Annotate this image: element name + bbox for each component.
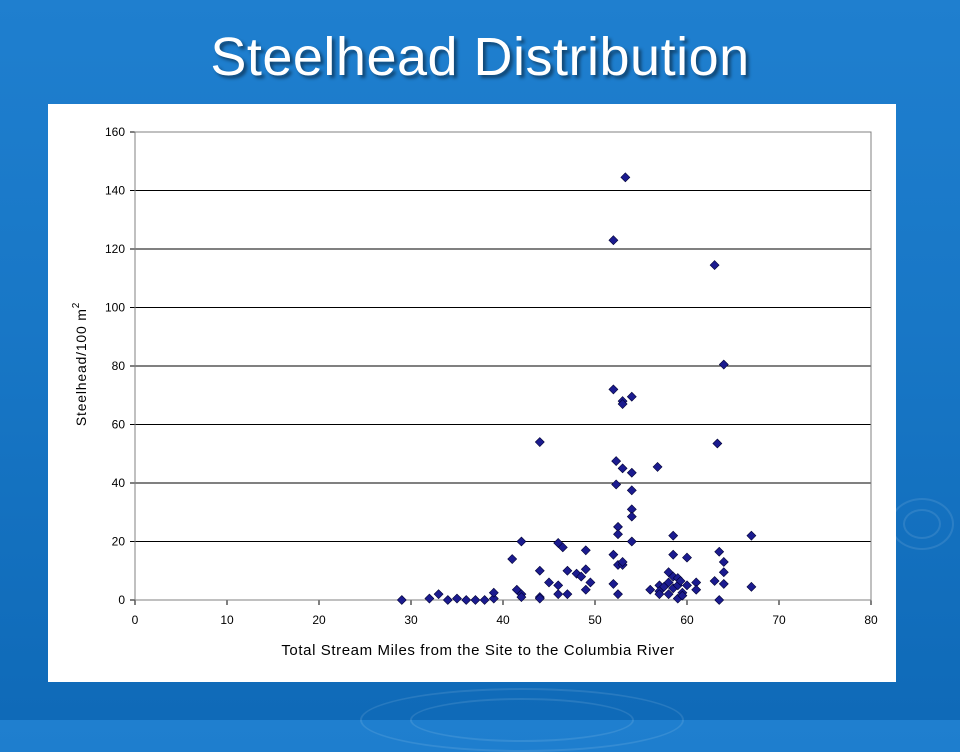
data-point: [617, 463, 628, 474]
background-ripple: [903, 509, 941, 539]
data-point: [488, 593, 499, 604]
data-point: [461, 595, 472, 605]
x-axis-ticks: 0 10 20 30 40 50 60 70 80: [132, 600, 878, 627]
data-point: [580, 564, 591, 575]
chart-panel: 0 20 40 60 80 100 120 140 160 0 10 20 30 40 50 60 70 80 …: [48, 104, 896, 682]
y-tick-label: 140: [105, 184, 125, 198]
data-point: [557, 542, 568, 553]
data-point: [516, 592, 527, 602]
y-tick-label: 60: [112, 418, 126, 432]
data-point: [479, 595, 490, 605]
data-point: [652, 461, 663, 472]
data-point: [608, 578, 619, 589]
x-tick-label: 50: [588, 613, 602, 627]
data-point: [470, 595, 481, 605]
data-point: [709, 576, 720, 586]
data-point: [668, 549, 679, 560]
y-axis-label-text: Steelhead/100 m: [73, 308, 89, 426]
data-point: [675, 576, 686, 586]
data-point: [580, 584, 591, 595]
data-point: [613, 529, 623, 540]
data-point: [534, 565, 545, 576]
y-axis-label-superscript: 2: [71, 302, 82, 308]
data-point: [718, 557, 729, 567]
data-point: [433, 589, 444, 600]
data-point: [714, 595, 725, 605]
data-point: [507, 554, 518, 564]
y-tick-label: 160: [105, 125, 125, 139]
x-tick-label: 10: [220, 613, 234, 627]
data-point: [626, 391, 637, 402]
y-tick-label: 80: [112, 359, 126, 373]
data-point: [576, 571, 587, 582]
data-point: [714, 546, 725, 557]
data-point: [677, 590, 688, 601]
data-point: [452, 593, 462, 604]
y-tick-label: 20: [112, 535, 126, 549]
x-tick-label: 0: [132, 613, 139, 627]
data-point: [608, 384, 619, 395]
data-point: [718, 578, 729, 589]
data-point: [626, 511, 637, 522]
data-point: [663, 589, 674, 600]
data-point: [613, 589, 623, 600]
background-ripple: [410, 698, 634, 742]
data-point: [626, 536, 637, 547]
data-point: [663, 577, 674, 588]
data-point: [424, 593, 435, 604]
data-point: [611, 456, 622, 466]
y-tick-label: 0: [118, 593, 125, 607]
data-point: [682, 552, 692, 563]
x-tick-label: 20: [312, 613, 326, 627]
data-point: [608, 549, 619, 560]
data-point: [668, 530, 679, 541]
y-tick-label: 100: [105, 301, 125, 315]
data-point: [718, 359, 729, 370]
data-point: [396, 595, 407, 605]
data-point: [746, 581, 757, 592]
data-point: [611, 479, 622, 490]
data-point: [691, 584, 702, 595]
data-point: [516, 536, 527, 547]
data-point: [626, 485, 637, 496]
data-point: [553, 589, 564, 600]
gridlines: [135, 131, 871, 542]
x-tick-label: 40: [496, 613, 510, 627]
data-point: [488, 587, 499, 598]
slide-title: Steelhead Distribution: [210, 27, 750, 87]
data-points: [396, 172, 757, 605]
y-axis-label: Steelhead/100 m2: [71, 302, 89, 426]
x-tick-label: 70: [772, 613, 786, 627]
data-point: [534, 437, 545, 447]
x-tick-label: 80: [864, 613, 878, 627]
data-point: [626, 467, 637, 478]
y-tick-label: 120: [105, 242, 125, 256]
x-tick-label: 60: [680, 613, 694, 627]
data-point: [712, 438, 723, 449]
data-point: [654, 589, 665, 600]
data-point: [585, 577, 596, 588]
data-point: [553, 580, 564, 591]
data-point: [442, 595, 453, 605]
data-point: [544, 577, 554, 588]
x-tick-label: 30: [404, 613, 418, 627]
y-axis-ticks: 0 20 40 60 80 100 120 140 160: [105, 125, 135, 607]
data-point: [682, 580, 692, 591]
data-point: [709, 260, 720, 271]
data-point: [608, 235, 619, 246]
data-point: [718, 567, 729, 578]
y-tick-label: 40: [112, 476, 126, 490]
data-point: [562, 589, 573, 600]
plot-area-frame: [134, 131, 872, 601]
data-point: [746, 530, 757, 541]
data-point: [562, 565, 573, 576]
data-point: [617, 399, 628, 409]
data-point: [645, 584, 656, 595]
data-point: [620, 172, 631, 183]
data-point: [534, 593, 545, 604]
x-axis-label: Total Stream Miles from the Site to the …: [281, 642, 674, 659]
data-point: [580, 545, 591, 556]
data-point: [617, 557, 628, 567]
